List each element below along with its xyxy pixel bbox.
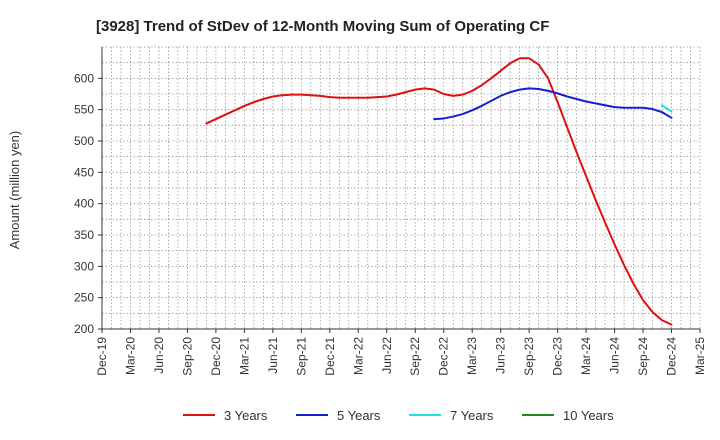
y-tick-label: 550 (74, 103, 94, 117)
x-tick-label: Dec-20 (209, 337, 223, 376)
y-axis-label: Amount (million yen) (7, 131, 22, 250)
x-tick-label: Mar-21 (237, 337, 251, 375)
y-axis-ticks: 200 250 300 350 400 450 500 550 600 (74, 71, 102, 336)
series-line-7-years (661, 104, 673, 113)
x-tick-label: Sep-20 (180, 337, 194, 376)
y-tick-label: 450 (74, 165, 94, 179)
x-tick-label: Dec-24 (665, 337, 679, 376)
chart-title: [3928] Trend of StDev of 12-Month Moving… (96, 18, 549, 35)
gridlines (101, 46, 701, 330)
x-tick-label: Jun-24 (608, 337, 622, 374)
x-tick-label: Sep-23 (522, 337, 536, 376)
x-tick-label: Jun-22 (380, 337, 394, 374)
x-tick-label: Jun-20 (152, 337, 166, 374)
axes (101, 47, 700, 330)
series-line-5-years (433, 87, 673, 121)
x-tick-label: Sep-22 (408, 337, 422, 376)
x-tick-label: Dec-22 (437, 337, 451, 376)
x-tick-label: Mar-23 (465, 337, 479, 375)
x-tick-label: Jun-23 (494, 337, 508, 374)
legend-label: 5 Years (337, 408, 381, 423)
legend-label: 7 Years (450, 408, 494, 423)
x-tick-label: Mar-22 (351, 337, 365, 375)
y-tick-label: 500 (74, 134, 94, 148)
series-lines (205, 57, 673, 326)
y-tick-label: 350 (74, 228, 94, 242)
x-tick-label: Mar-20 (123, 337, 137, 375)
y-tick-label: 400 (74, 197, 94, 211)
legend-label: 10 Years (563, 408, 614, 423)
x-tick-label: Mar-24 (579, 337, 593, 375)
x-tick-label: Dec-19 (95, 337, 109, 376)
x-tick-label: Sep-24 (636, 337, 650, 376)
x-tick-label: Jun-21 (266, 337, 280, 374)
x-tick-label: Dec-21 (323, 337, 337, 376)
x-axis-ticks: Dec-19 Mar-20 Jun-20 Sep-20 Dec-20 Mar-21 Jun-… (95, 329, 707, 376)
y-tick-label: 250 (74, 291, 94, 305)
legend-label: 3 Years (224, 408, 268, 423)
y-tick-label: 600 (74, 71, 94, 85)
x-tick-label: Sep-21 (294, 337, 308, 376)
x-tick-label: Mar-25 (693, 337, 707, 375)
x-tick-label: Dec-23 (551, 337, 565, 376)
legend: 3 Years 5 Years 7 Years 10 Years (183, 408, 614, 423)
y-tick-label: 300 (74, 259, 94, 273)
series-line-3-years (205, 57, 673, 326)
y-tick-label: 200 (74, 322, 94, 336)
